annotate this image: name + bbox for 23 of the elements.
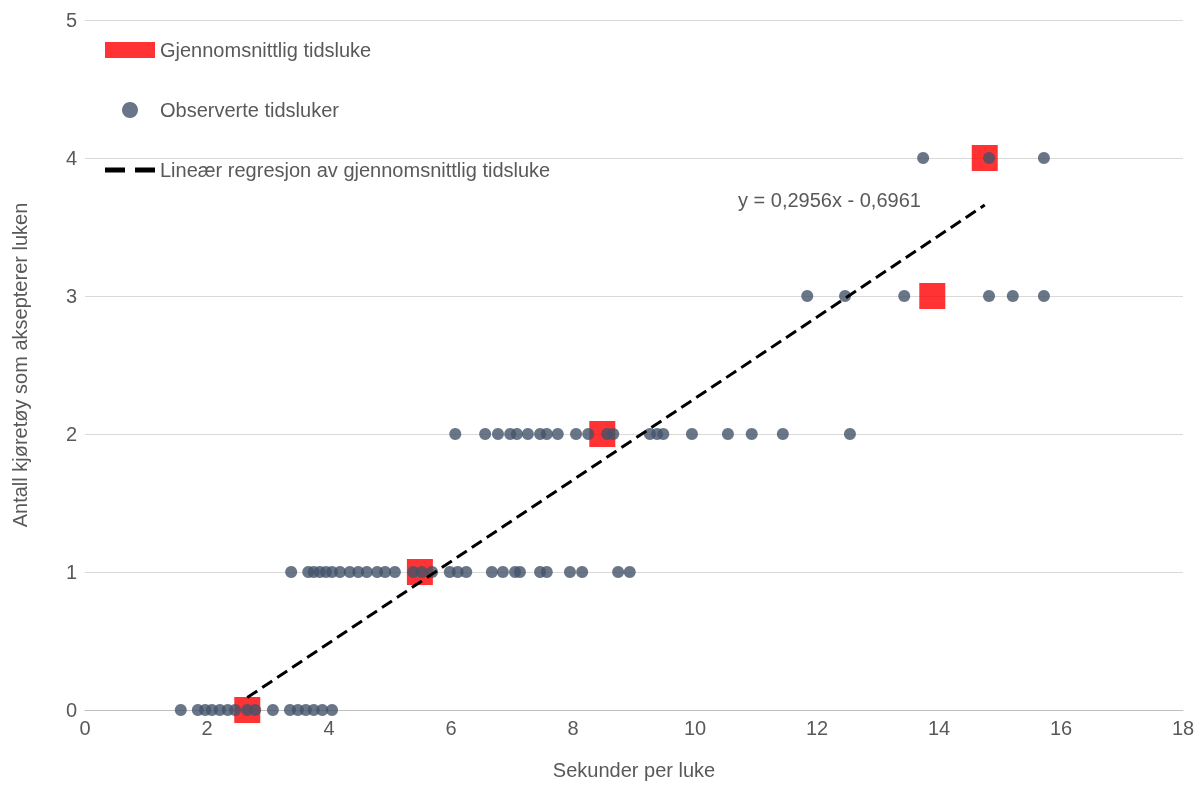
y-axis-title: Antall kjøretøy som aksepterer luken <box>9 202 31 528</box>
annotation: y = 0,2956x - 0,6961 <box>738 189 921 211</box>
y-tick-label: 2 <box>65 423 77 445</box>
legend-label: Observerte tidsluker <box>160 99 340 121</box>
x-tick-label: 6 <box>445 717 457 739</box>
x-tick-label: 18 <box>1171 717 1195 739</box>
x-tick-label: 4 <box>323 717 335 739</box>
y-tick-label: 4 <box>65 147 77 169</box>
x-tick-label: 0 <box>79 717 91 739</box>
x-axis-title: Sekunder per luke <box>552 759 716 781</box>
y-tick-label: 0 <box>65 699 77 721</box>
y-tick-label: 1 <box>65 561 77 583</box>
x-tick-label: 2 <box>201 717 213 739</box>
y-tick-label: 5 <box>65 9 77 31</box>
legend-label: Gjennomsnittlig tidsluke <box>160 39 372 61</box>
point <box>919 283 946 309</box>
y-tick-label: 3 <box>65 285 77 307</box>
x-tick-label: 8 <box>567 717 579 739</box>
x-tick-label: 14 <box>927 717 951 739</box>
x-tick-label: 10 <box>683 717 707 739</box>
x-tick-label: 16 <box>1049 717 1073 739</box>
x-tick-label: 12 <box>805 717 829 739</box>
legend-label: Lineær regresjon av gjennomsnittlig tidsluke <box>160 159 551 181</box>
